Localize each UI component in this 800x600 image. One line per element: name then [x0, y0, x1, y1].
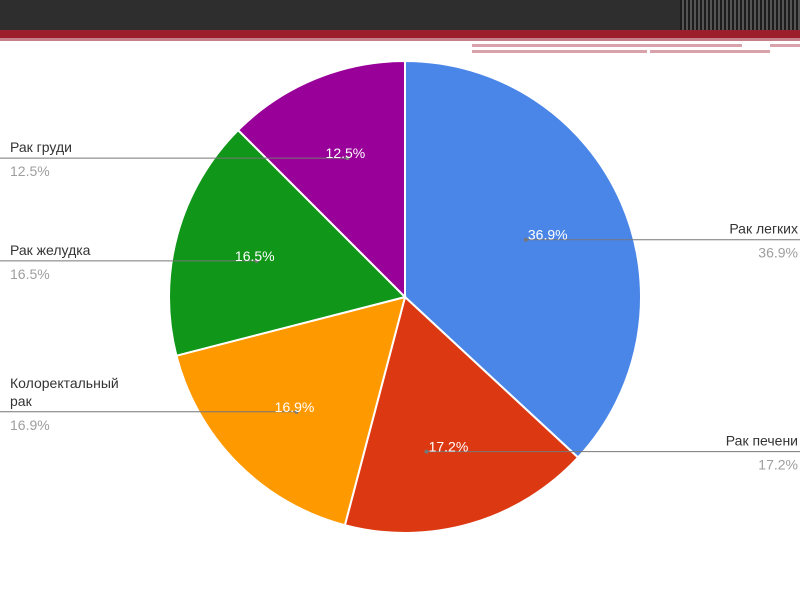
external-category-label: Рак желудка: [10, 242, 91, 258]
external-category-label: Рак легких: [729, 221, 798, 237]
pie-slice-рак-легких: [404, 59, 642, 459]
slice-percent-label: 16.5%: [235, 248, 275, 264]
accent-line: [650, 50, 770, 53]
pie-slice-рак-желудка: [168, 128, 407, 357]
leader-dot: [523, 237, 528, 242]
external-category-label: рак: [10, 393, 33, 409]
leader-dot: [424, 449, 429, 454]
slice-percent-label: 12.5%: [326, 145, 366, 161]
external-percent-label: 16.9%: [10, 417, 50, 433]
accent-line: [472, 50, 647, 53]
slice-percent-label: 17.2%: [429, 439, 469, 455]
external-percent-label: 16.5%: [10, 266, 50, 282]
leader-dot: [345, 156, 350, 161]
leader-lines: [0, 156, 800, 454]
slice-percent-label: 16.9%: [275, 399, 315, 415]
accent-line: [770, 44, 800, 47]
external-percent-label: 36.9%: [758, 245, 798, 261]
slide-red-stripe-light: [0, 38, 800, 41]
external-percent-label: 12.5%: [10, 163, 50, 179]
pie-slices: [168, 59, 642, 534]
external-category-label: Рак печени: [726, 433, 798, 449]
pie-labels: 36.9% Рак легких 36.9% 17.2% Рак печени 17.2%…: [10, 139, 798, 472]
external-category-label: Колоректальный: [10, 375, 119, 391]
pie-slice-рак-печени: [343, 295, 580, 534]
slice-percent-label: 36.9%: [528, 227, 568, 243]
top-bar-pattern: [680, 0, 800, 30]
slide-red-stripe: [0, 30, 800, 38]
leader-dot: [294, 409, 299, 414]
leader-dot: [254, 258, 259, 263]
slide-top-bar: [0, 0, 800, 30]
external-category-label: Рак груди: [10, 139, 72, 155]
external-percent-label: 17.2%: [758, 457, 798, 473]
pie-slice-колоректальный-рак: [175, 295, 407, 527]
accent-line: [472, 44, 742, 47]
pie-slice-рак-груди: [236, 59, 406, 300]
